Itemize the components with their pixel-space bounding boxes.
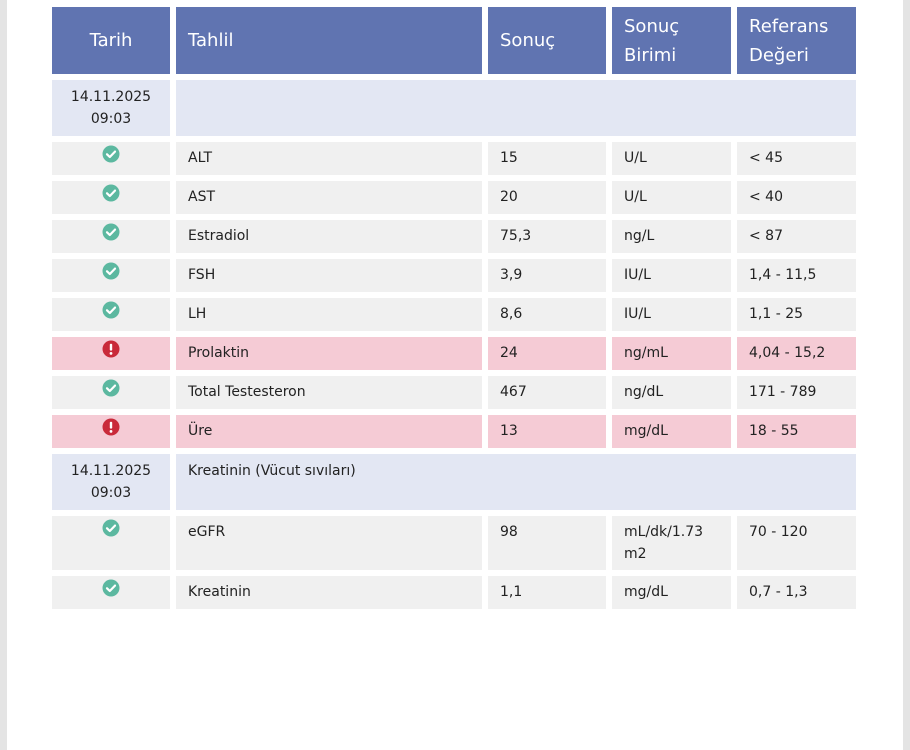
- status-cell: [52, 516, 170, 570]
- reference: 18 - 55: [737, 415, 856, 448]
- group-label: Kreatinin (Vücut sıvıları): [176, 454, 856, 510]
- unit: U/L: [612, 142, 731, 175]
- ok-icon: [102, 145, 120, 163]
- status-cell: [52, 259, 170, 292]
- unit: ng/dL: [612, 376, 731, 409]
- unit: mg/dL: [612, 415, 731, 448]
- status-cell: [52, 376, 170, 409]
- date: 14.11.2025: [70, 89, 152, 105]
- unit: IU/L: [612, 259, 731, 292]
- header-cell: Referans Değeri: [737, 7, 856, 74]
- result: 8,6: [488, 298, 606, 331]
- reference: < 87: [737, 220, 856, 253]
- alert-icon: [102, 340, 120, 358]
- test-name: Üre: [176, 415, 482, 448]
- unit: IU/L: [612, 298, 731, 331]
- ok-icon: [102, 379, 120, 397]
- ok-icon: [102, 579, 120, 597]
- status-cell: [52, 298, 170, 331]
- status-cell: [52, 142, 170, 175]
- ok-icon: [102, 184, 120, 202]
- result: 467: [488, 376, 606, 409]
- date-cell: 14.11.2025 09:03: [52, 454, 170, 510]
- reference: 1,1 - 25: [737, 298, 856, 331]
- header-cell: Tarih: [52, 7, 170, 74]
- unit: U/L: [612, 181, 731, 214]
- unit: ng/mL: [612, 337, 731, 370]
- unit: mg/dL: [612, 576, 731, 609]
- test-name: ALT: [176, 142, 482, 175]
- page: Tarih Tahlil Sonuç Sonuç Birimi Referans Değ…: [7, 0, 903, 750]
- reference: < 45: [737, 142, 856, 175]
- reference: 4,04 - 15,2: [737, 337, 856, 370]
- test-name: Prolaktin: [176, 337, 482, 370]
- result: 20: [488, 181, 606, 214]
- result: 24: [488, 337, 606, 370]
- test-name: Kreatinin: [176, 576, 482, 609]
- unit: ng/L: [612, 220, 731, 253]
- result: 98: [488, 516, 606, 570]
- alert-icon: [102, 418, 120, 436]
- time: 09:03: [90, 111, 132, 127]
- test-name: LH: [176, 298, 482, 331]
- test-name: AST: [176, 181, 482, 214]
- status-cell: [52, 337, 170, 370]
- result: 15: [488, 142, 606, 175]
- ok-icon: [102, 519, 120, 537]
- status-cell: [52, 415, 170, 448]
- ok-icon: [102, 301, 120, 319]
- result: 13: [488, 415, 606, 448]
- group-label: [176, 80, 856, 136]
- ok-icon: [102, 223, 120, 241]
- reference: 70 - 120: [737, 516, 856, 570]
- unit: mL/dk/1.73 m2: [612, 516, 731, 570]
- status-cell: [52, 576, 170, 609]
- ok-icon: [102, 262, 120, 280]
- reference: 0,7 - 1,3: [737, 576, 856, 609]
- status-cell: [52, 181, 170, 214]
- header-cell: Sonuç: [488, 7, 606, 74]
- reference: 1,4 - 11,5: [737, 259, 856, 292]
- date-cell: 14.11.2025 09:03: [52, 80, 170, 136]
- status-cell: [52, 220, 170, 253]
- test-name: eGFR: [176, 516, 482, 570]
- header-cell: Tahlil: [176, 7, 482, 74]
- test-name: FSH: [176, 259, 482, 292]
- header-cell: Sonuç Birimi: [612, 7, 731, 74]
- reference: 171 - 789: [737, 376, 856, 409]
- test-name: Estradiol: [176, 220, 482, 253]
- test-name: Total Testesteron: [176, 376, 482, 409]
- date: 14.11.2025: [70, 463, 152, 479]
- result: 3,9: [488, 259, 606, 292]
- reference: < 40: [737, 181, 856, 214]
- result: 1,1: [488, 576, 606, 609]
- result: 75,3: [488, 220, 606, 253]
- time: 09:03: [90, 485, 132, 501]
- results-table: Tarih Tahlil Sonuç Sonuç Birimi Referans Değ…: [52, 7, 856, 609]
